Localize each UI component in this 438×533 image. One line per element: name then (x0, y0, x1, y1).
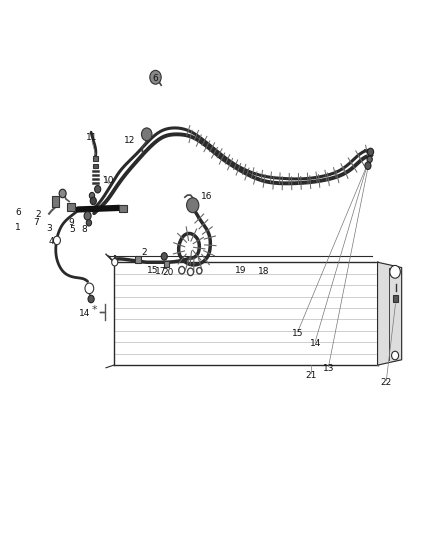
Bar (393, 295, 398, 302)
Text: 11: 11 (86, 133, 98, 142)
Text: 16: 16 (201, 192, 212, 200)
Text: 15: 15 (147, 266, 158, 275)
Text: 6: 6 (152, 74, 159, 83)
Circle shape (187, 268, 194, 276)
Text: 7: 7 (33, 218, 39, 227)
Circle shape (161, 253, 167, 260)
Circle shape (150, 70, 161, 84)
Text: 22: 22 (381, 378, 392, 387)
Circle shape (95, 185, 101, 193)
Polygon shape (378, 262, 402, 365)
Text: 13: 13 (323, 365, 334, 373)
Text: 18: 18 (258, 267, 269, 276)
Text: 19: 19 (235, 266, 247, 275)
Circle shape (367, 156, 372, 163)
Bar (93, 156, 98, 161)
Circle shape (390, 265, 400, 278)
Text: 15: 15 (292, 329, 304, 338)
Circle shape (84, 212, 91, 220)
Circle shape (141, 128, 152, 141)
Circle shape (86, 220, 92, 226)
Text: *: * (92, 305, 97, 315)
Text: 3: 3 (46, 224, 53, 232)
Circle shape (392, 351, 399, 360)
Circle shape (365, 162, 371, 169)
Bar (93, 164, 98, 168)
Circle shape (197, 268, 202, 274)
Bar (135, 256, 141, 263)
Bar (52, 196, 59, 207)
Circle shape (90, 197, 96, 205)
Text: 2: 2 (142, 248, 147, 256)
Circle shape (89, 192, 95, 199)
Text: 10: 10 (103, 176, 115, 184)
Circle shape (187, 198, 199, 213)
Text: 6: 6 (15, 208, 21, 216)
Text: 2: 2 (36, 210, 41, 219)
Circle shape (59, 189, 66, 198)
Text: 4: 4 (49, 238, 54, 246)
Circle shape (53, 236, 60, 245)
Text: 17: 17 (155, 268, 167, 276)
Circle shape (85, 283, 94, 294)
Text: 1: 1 (14, 223, 21, 232)
Circle shape (88, 295, 94, 303)
Text: 20: 20 (162, 269, 174, 277)
Text: 8: 8 (81, 225, 87, 233)
Circle shape (179, 266, 185, 274)
Bar (164, 261, 169, 267)
Circle shape (112, 259, 118, 266)
Text: 14: 14 (310, 339, 321, 348)
Text: 9: 9 (68, 218, 74, 227)
Text: 14: 14 (79, 309, 90, 318)
Circle shape (367, 148, 374, 156)
Text: 5: 5 (69, 225, 75, 233)
Bar (119, 205, 127, 212)
Bar (67, 203, 75, 211)
Text: 12: 12 (124, 136, 135, 144)
Text: 21: 21 (305, 372, 317, 380)
